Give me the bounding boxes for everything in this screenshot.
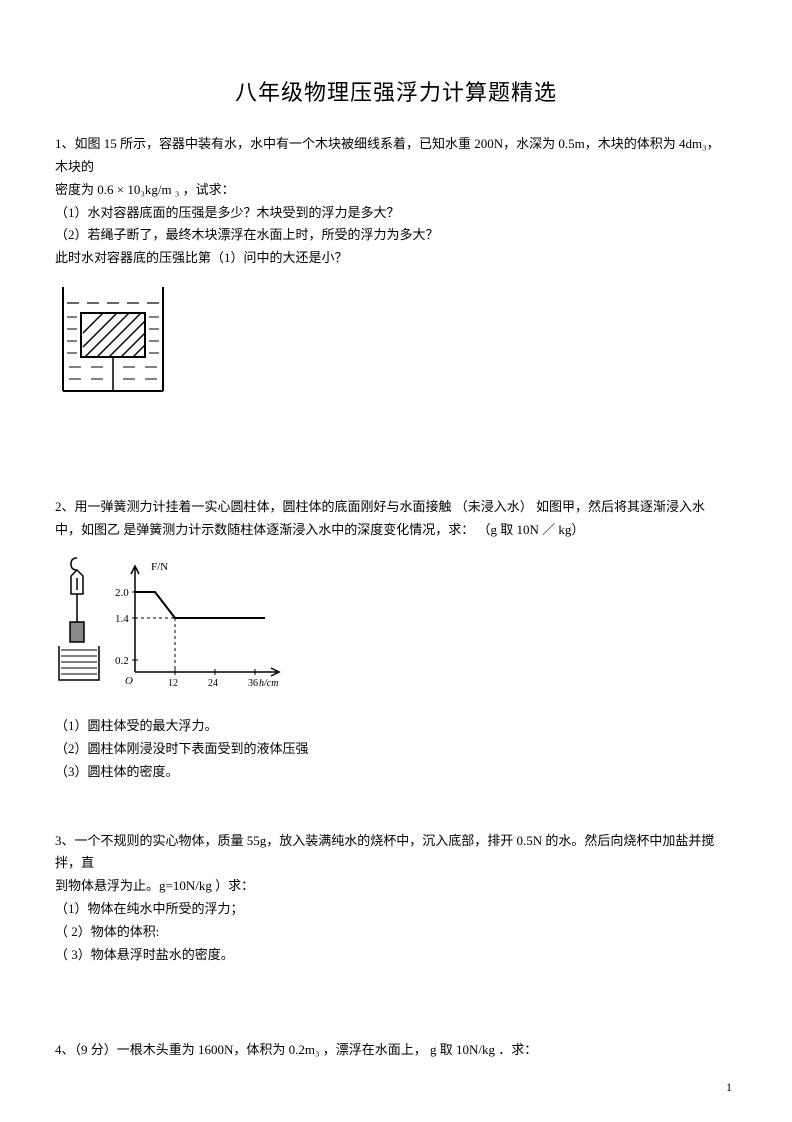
p2-sub1: （1）圆柱体受的最大浮力。 xyxy=(55,716,737,737)
p1-line3: 密度为 0.6 × 10₃kg/m ₃ ，试求： xyxy=(55,180,737,201)
figure-2-diagram: F/N 2.0 1.4 0.2 12 24 36 O h/cm xyxy=(55,550,287,695)
ytick-1.4: 1.4 xyxy=(115,613,129,625)
p1-line4: （1）水对容器底面的压强是多少？木块受到的浮力是多大？ xyxy=(55,203,737,224)
problem-2-subs: （1）圆柱体受的最大浮力。 （2）圆柱体刚浸没时下表面受到的液体压强 （3）圆柱… xyxy=(55,716,737,782)
xtick-36: 36 xyxy=(248,678,258,689)
p3-line1: 3、一个不规则的实心物体，质量 55g，放入装满纯水的烧杯中，沉入底部，排开 0… xyxy=(55,831,737,852)
p2-sub2: （2）圆柱体刚浸没时下表面受到的液体压强 xyxy=(55,739,737,760)
p3-sub2: （ 2）物体的体积: xyxy=(55,922,737,943)
problem-2: 2、用一弹簧测力计挂着一实心圆柱体，圆柱体的底面刚好与水面接触 （未浸入水） 如… xyxy=(55,497,737,541)
p1-line5: （2）若绳子断了，最终木块漂浮在水面上时，所受的浮力为多大？ xyxy=(55,225,737,246)
x-axis-label: h/cm xyxy=(259,678,278,689)
p1-line1: 1、如图 15 所示，容器中装有水，水中有一个木块被细线系着，已知水重 200N… xyxy=(55,134,737,155)
p1-line2: 木块的 xyxy=(55,157,737,178)
figure-1-diagram xyxy=(55,279,170,397)
page-number: 1 xyxy=(726,1078,732,1097)
figure-1-container xyxy=(55,279,737,404)
page-title: 八年级物理压强浮力计算题精选 xyxy=(55,75,737,110)
p1-line6: 此时水对容器底的压强比第（1）问中的大还是小？ xyxy=(55,248,737,269)
y-axis-label: F/N xyxy=(151,561,168,573)
xtick-24: 24 xyxy=(208,678,218,689)
ytick-2.0: 2.0 xyxy=(115,587,129,599)
p3-line2: 拌，直 xyxy=(55,853,737,874)
p2-sub3: （3）圆柱体的密度。 xyxy=(55,762,737,783)
p3-line3: 到物体悬浮为止。g=10N/kg ）求： xyxy=(55,876,737,897)
p4-line1: 4、（9 分）一根木头重为 1600N，体积为 0.2m₃ ，漂浮在水面上， g… xyxy=(55,1040,737,1061)
p2-line2: 中，如图乙 是弹簧测力计示数随柱体逐渐浸入水中的深度变化情况，求： （g 取 1… xyxy=(55,520,737,541)
origin-label: O xyxy=(125,675,133,687)
problem-1: 1、如图 15 所示，容器中装有水，水中有一个木块被细线系着，已知水重 200N… xyxy=(55,134,737,269)
p3-sub1: （1）物体在纯水中所受的浮力； xyxy=(55,899,737,920)
p2-line1: 2、用一弹簧测力计挂着一实心圆柱体，圆柱体的底面刚好与水面接触 （未浸入水） 如… xyxy=(55,497,737,518)
ytick-0.2: 0.2 xyxy=(115,655,129,667)
xtick-12: 12 xyxy=(168,678,178,689)
figure-2-container: F/N 2.0 1.4 0.2 12 24 36 O h/cm xyxy=(55,550,737,702)
problem-4: 4、（9 分）一根木头重为 1600N，体积为 0.2m₃ ，漂浮在水面上， g… xyxy=(55,1040,737,1061)
p3-sub3: （ 3）物体悬浮时盐水的密度。 xyxy=(55,945,737,966)
problem-3: 3、一个不规则的实心物体，质量 55g，放入装满纯水的烧杯中，沉入底部，排开 0… xyxy=(55,831,737,966)
